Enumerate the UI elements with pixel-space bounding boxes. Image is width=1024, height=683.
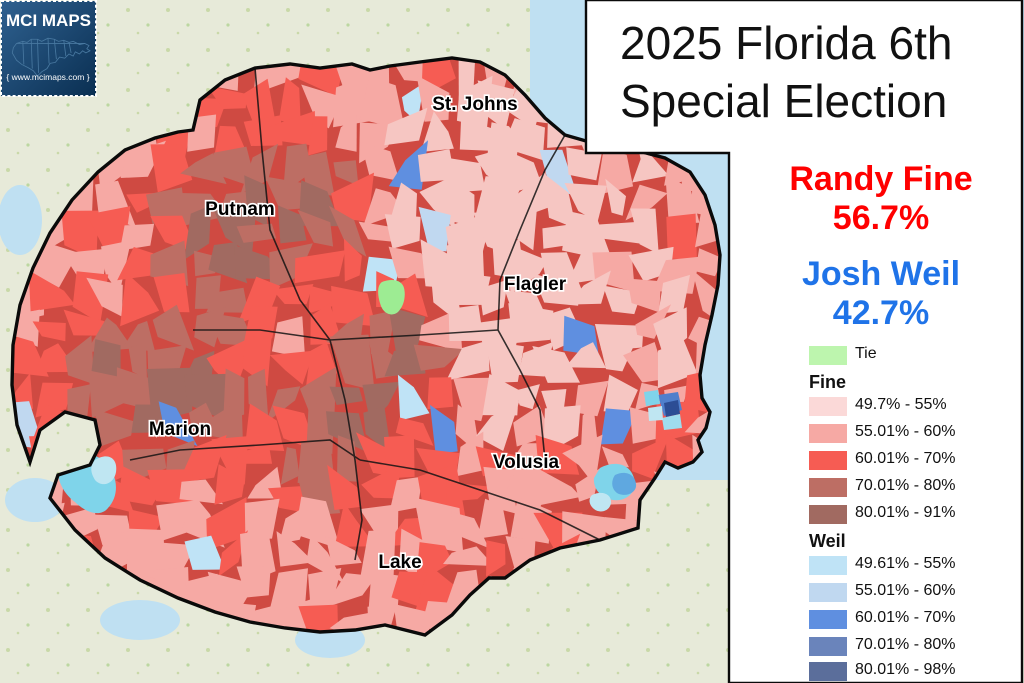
svg-text:Marion: Marion xyxy=(149,419,211,440)
svg-text:Putnam: Putnam xyxy=(205,199,275,220)
svg-text:St. Johns: St. Johns xyxy=(432,94,518,115)
svg-text:Lake: Lake xyxy=(378,552,421,573)
svg-text:Volusia: Volusia xyxy=(493,452,560,473)
svg-text:MCI MAPS: MCI MAPS xyxy=(6,11,91,30)
svg-text:Flagler: Flagler xyxy=(504,274,567,295)
svg-text:{ www.mcimaps.com }: { www.mcimaps.com } xyxy=(6,72,89,82)
